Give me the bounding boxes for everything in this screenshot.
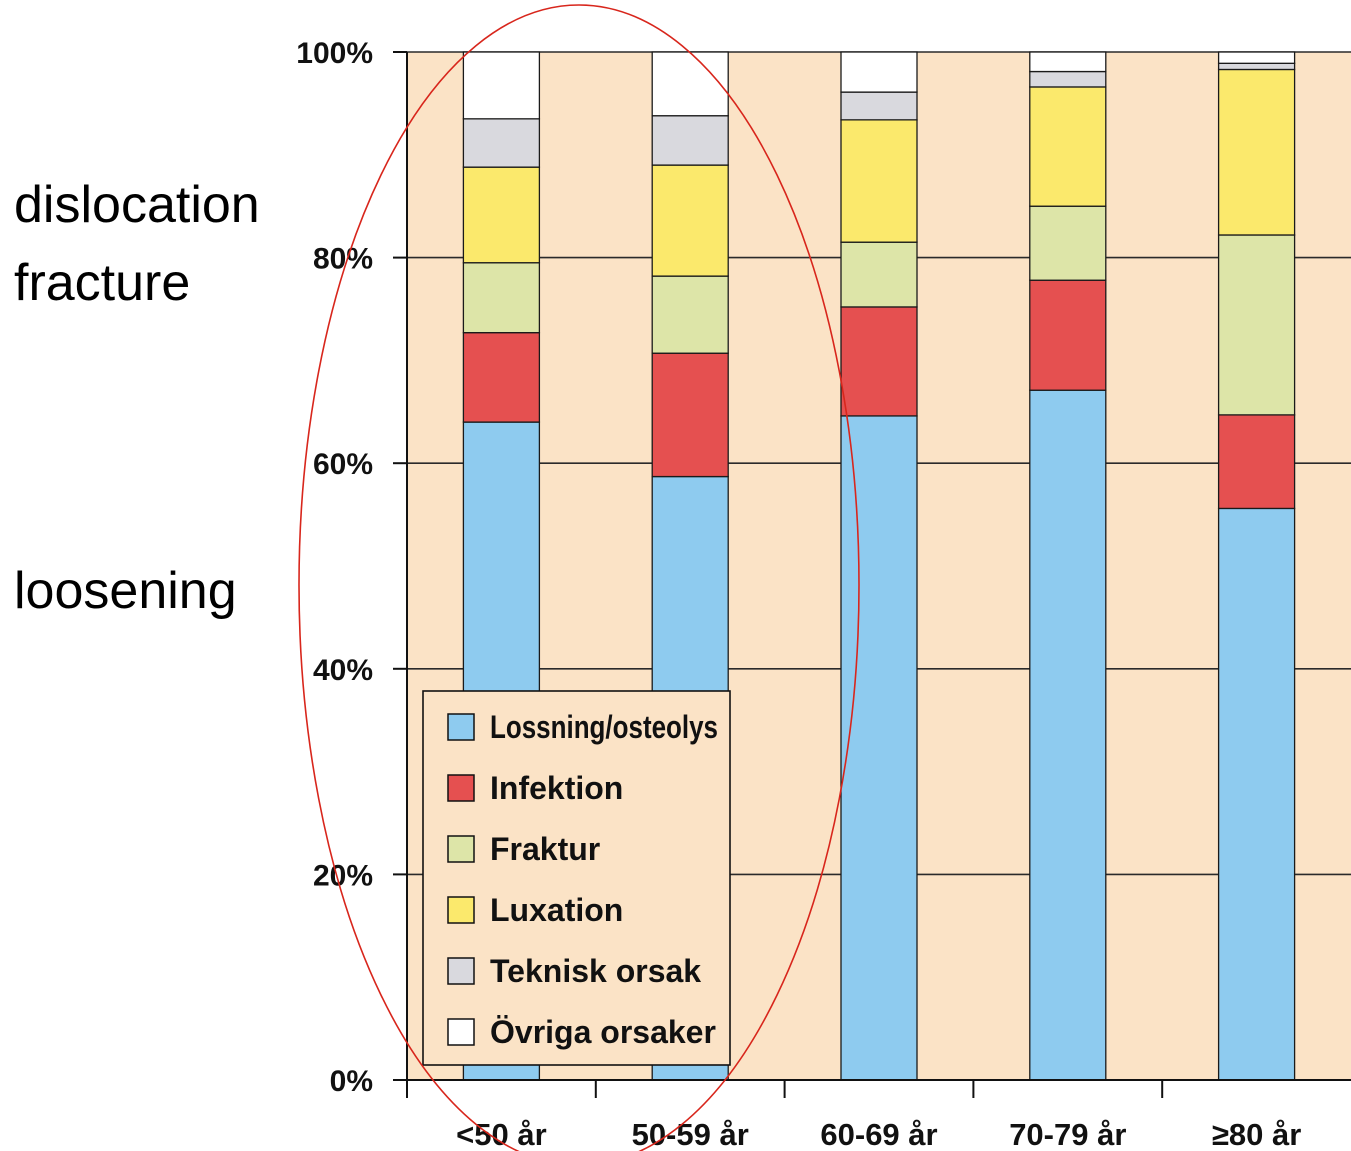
bar-segment-3-5 xyxy=(1029,51,1107,73)
bar-segment-3-3 xyxy=(1029,86,1107,207)
bar-segment-2-4 xyxy=(840,91,918,121)
highlight-ellipse xyxy=(298,4,860,1151)
x-tick-label-4: ≥80 år xyxy=(1212,1117,1301,1151)
bar-segment-4-1 xyxy=(1217,414,1296,510)
legend-swatch-0 xyxy=(447,713,475,741)
bar-segment-3-4 xyxy=(1029,70,1107,88)
bar-segment-1-2 xyxy=(651,275,729,354)
bar-segment-4-0 xyxy=(1217,507,1296,1081)
annotation-fracture: fracture xyxy=(14,254,190,312)
x-tick-label-0: <50 år xyxy=(456,1117,547,1151)
legend-swatch-2 xyxy=(447,835,475,863)
bar-segment-4-2 xyxy=(1217,234,1296,416)
legend: Lossning/osteolys Infektion Fraktur Luxatio… xyxy=(422,690,731,1066)
bar-segment-0-4 xyxy=(462,118,541,168)
y-tick-label-5: 100% xyxy=(296,37,373,70)
x-tick-labels: <50 år 50-59 år 60-69 år 70-79 år ≥80 år xyxy=(456,1117,1301,1151)
bar-segment-0-1 xyxy=(462,331,541,423)
legend-label-2: Fraktur xyxy=(490,831,600,867)
legend-label-5: Övriga orsaker xyxy=(490,1014,716,1050)
bar-segment-3-2 xyxy=(1029,205,1107,281)
annotation-dislocation: dislocation xyxy=(14,176,260,234)
y-tick-label-2: 40% xyxy=(313,654,373,687)
bar-segment-0-5 xyxy=(462,51,541,120)
y-tick-label-1: 20% xyxy=(313,859,373,892)
bar-segment-3-1 xyxy=(1029,279,1107,391)
bar-segment-0-2 xyxy=(462,262,541,334)
bar-segment-2-2 xyxy=(840,241,918,308)
y-tick-label-0: 0% xyxy=(330,1065,373,1098)
bar-segment-2-0 xyxy=(840,415,918,1081)
bar-segment-3-0 xyxy=(1029,389,1107,1081)
legend-swatch-1 xyxy=(447,774,475,802)
legend-swatch-4 xyxy=(447,957,475,985)
axes xyxy=(393,51,1351,1098)
legend-label-0: Lossning/osteolys xyxy=(490,709,718,745)
bar-segment-0-3 xyxy=(462,166,541,264)
bar-segment-4-5 xyxy=(1217,51,1296,64)
bar-segment-1-4 xyxy=(651,115,729,166)
y-tick-labels: 0%20%40%60%80%100% xyxy=(296,37,373,1098)
bar-segment-1-5 xyxy=(651,51,729,117)
bar-segment-2-5 xyxy=(840,51,918,93)
legend-box xyxy=(422,690,731,1066)
x-tick-label-3: 70-79 år xyxy=(1009,1117,1126,1151)
bars xyxy=(462,51,1296,1081)
bar-segment-1-1 xyxy=(651,352,729,478)
annotation-loosening: loosening xyxy=(14,562,237,620)
bar-segment-2-3 xyxy=(840,119,918,243)
bar-segment-4-3 xyxy=(1217,68,1296,236)
y-tick-label-3: 60% xyxy=(313,448,373,481)
legend-label-1: Infektion xyxy=(490,770,623,806)
legend-swatch-5 xyxy=(447,1018,475,1046)
x-tick-label-2: 60-69 år xyxy=(820,1117,937,1151)
legend-label-3: Luxation xyxy=(490,892,623,928)
legend-label-4: Teknisk orsak xyxy=(490,953,701,989)
bar-segment-4-4 xyxy=(1217,62,1296,71)
legend-swatch-3 xyxy=(447,896,475,924)
bar-segment-1-3 xyxy=(651,164,729,277)
bar-segment-2-1 xyxy=(840,306,918,417)
